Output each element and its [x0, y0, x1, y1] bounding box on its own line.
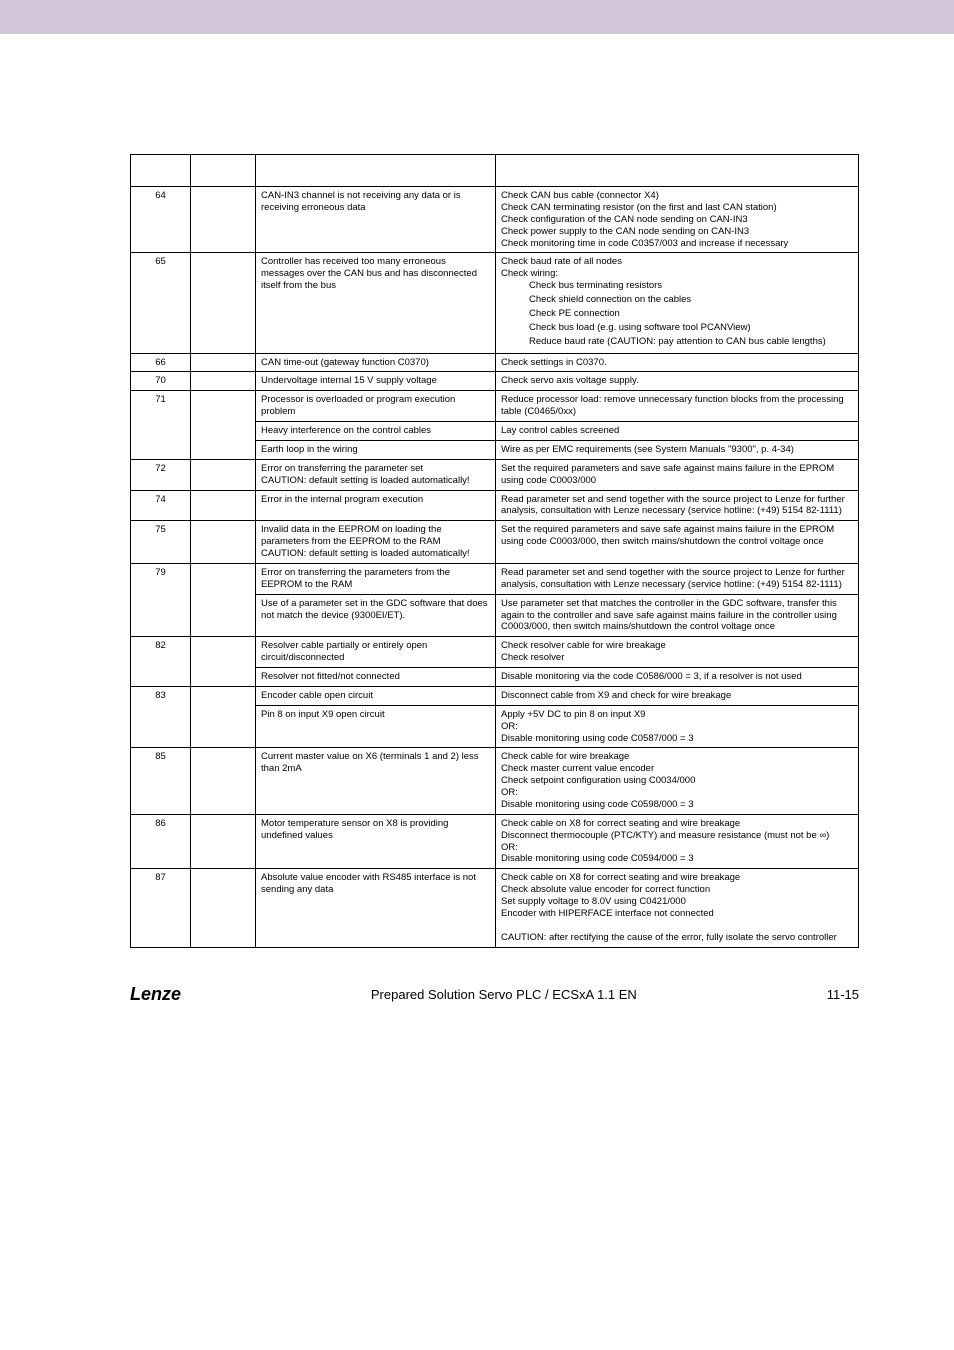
remedy-cell: Check resolver cable for wire breakageCh…: [496, 637, 859, 668]
remedy-cell: Read parameter set and send together wit…: [496, 490, 859, 521]
footer-center-text: Prepared Solution Servo PLC / ECSxA 1.1 …: [181, 987, 827, 1002]
table-row: 87 Absolute value encoder with RS485 inte…: [131, 869, 859, 947]
cause-cell: Undervoltage internal 15 V supply voltag…: [256, 372, 496, 391]
blank-cell: [191, 869, 256, 947]
error-number-cell: 87: [131, 869, 191, 947]
cause-cell: Earth loop in the wiring: [256, 440, 496, 459]
blank-cell: [191, 814, 256, 869]
error-number-cell: 65: [131, 253, 191, 353]
table-row: 86 Motor temperature sensor on X8 is prov…: [131, 814, 859, 869]
table-row: 65 Controller has received too many erron…: [131, 253, 859, 353]
blank-cell: [191, 372, 256, 391]
remedy-cell: Check settings in C0370.: [496, 353, 859, 372]
remedy-cell: Read parameter set and send together wit…: [496, 563, 859, 594]
top-band: [0, 0, 954, 34]
cause-cell: Error on transferring the parameter setC…: [256, 459, 496, 490]
cause-cell: Resolver not fitted/not connected: [256, 668, 496, 687]
blank-cell: [191, 637, 256, 687]
cause-cell: CAN time-out (gateway function C0370): [256, 353, 496, 372]
table-row: 71Processor is overloaded or program exe…: [131, 391, 859, 422]
remedy-cell: Check baud rate of all nodesCheck wiring…: [496, 253, 859, 353]
error-number-cell: 75: [131, 521, 191, 564]
remedy-cell: Reduce processor load: remove unnecessar…: [496, 391, 859, 422]
blank-cell: [191, 563, 256, 636]
table-row: 74 Error in the internal program executio…: [131, 490, 859, 521]
blank-cell: [191, 686, 256, 748]
remedy-cell: Check cable on X8 for correct seating an…: [496, 869, 859, 947]
error-number-cell: 70: [131, 372, 191, 391]
table-row: 82Resolver cable partially or entirely o…: [131, 637, 859, 668]
cause-cell: Absolute value encoder with RS485 interf…: [256, 869, 496, 947]
error-number-cell: 83: [131, 686, 191, 748]
cause-cell: Motor temperature sensor on X8 is provid…: [256, 814, 496, 869]
error-number-cell: 86: [131, 814, 191, 869]
table-row: 85 Current master value on X6 (terminals …: [131, 748, 859, 814]
table-row: 70 Undervoltage internal 15 V supply volt…: [131, 372, 859, 391]
error-number-cell: 64: [131, 187, 191, 253]
error-number-cell: 66: [131, 353, 191, 372]
cause-cell: Resolver cable partially or entirely ope…: [256, 637, 496, 668]
error-table: 64 CAN-IN3 channel is not receiving any d…: [130, 154, 859, 948]
table-row: 83Encoder cable open circuitDisconnect c…: [131, 686, 859, 705]
remedy-cell: Lay control cables screened: [496, 422, 859, 441]
remedy-cell: Use parameter set that matches the contr…: [496, 594, 859, 637]
cause-cell: Error on transferring the parameters fro…: [256, 563, 496, 594]
cause-cell: Processor is overloaded or program execu…: [256, 391, 496, 422]
cause-cell: Current master value on X6 (terminals 1 …: [256, 748, 496, 814]
error-number-cell: 74: [131, 490, 191, 521]
table-row: 72 Error on transferring the parameter se…: [131, 459, 859, 490]
table-row: 79Error on transferring the parameters f…: [131, 563, 859, 594]
table-row: 66 CAN time-out (gateway function C0370)C…: [131, 353, 859, 372]
cause-cell: Use of a parameter set in the GDC softwa…: [256, 594, 496, 637]
error-number-cell: 71: [131, 391, 191, 460]
blank-cell: [191, 353, 256, 372]
error-number-cell: 72: [131, 459, 191, 490]
cause-cell: Encoder cable open circuit: [256, 686, 496, 705]
blank-cell: [191, 748, 256, 814]
page-footer: Lenze Prepared Solution Servo PLC / ECSx…: [130, 984, 859, 1005]
cause-cell: Invalid data in the EEPROM on loading th…: [256, 521, 496, 564]
remedy-cell: Check cable for wire breakageCheck maste…: [496, 748, 859, 814]
blank-cell: [191, 253, 256, 353]
remedy-cell: Set the required parameters and save saf…: [496, 521, 859, 564]
cause-cell: CAN-IN3 channel is not receiving any dat…: [256, 187, 496, 253]
brand-logo: Lenze: [130, 984, 181, 1005]
cause-cell: Heavy interference on the control cables: [256, 422, 496, 441]
footer-page-number: 11-15: [827, 987, 859, 1002]
remedy-cell: Disable monitoring via the code C0586/00…: [496, 668, 859, 687]
blank-cell: [191, 490, 256, 521]
blank-cell: [191, 391, 256, 460]
remedy-cell: Check servo axis voltage supply.: [496, 372, 859, 391]
table-row: 64 CAN-IN3 channel is not receiving any d…: [131, 187, 859, 253]
cause-cell: Error in the internal program execution: [256, 490, 496, 521]
table-row: 75 Invalid data in the EEPROM on loading …: [131, 521, 859, 564]
blank-cell: [191, 521, 256, 564]
table-header-row: [131, 155, 859, 187]
error-number-cell: 82: [131, 637, 191, 687]
error-number-cell: 85: [131, 748, 191, 814]
cause-cell: Controller has received too many erroneo…: [256, 253, 496, 353]
remedy-cell: Disconnect cable from X9 and check for w…: [496, 686, 859, 705]
blank-cell: [191, 459, 256, 490]
remedy-cell: Apply +5V DC to pin 8 on input X9OR:Disa…: [496, 705, 859, 748]
remedy-cell: Set the required parameters and save saf…: [496, 459, 859, 490]
remedy-cell: Wire as per EMC requirements (see System…: [496, 440, 859, 459]
cause-cell: Pin 8 on input X9 open circuit: [256, 705, 496, 748]
remedy-cell: Check cable on X8 for correct seating an…: [496, 814, 859, 869]
error-number-cell: 79: [131, 563, 191, 636]
remedy-cell: Check CAN bus cable (connector X4)Check …: [496, 187, 859, 253]
page-content: 64 CAN-IN3 channel is not receiving any d…: [0, 34, 954, 1045]
blank-cell: [191, 187, 256, 253]
